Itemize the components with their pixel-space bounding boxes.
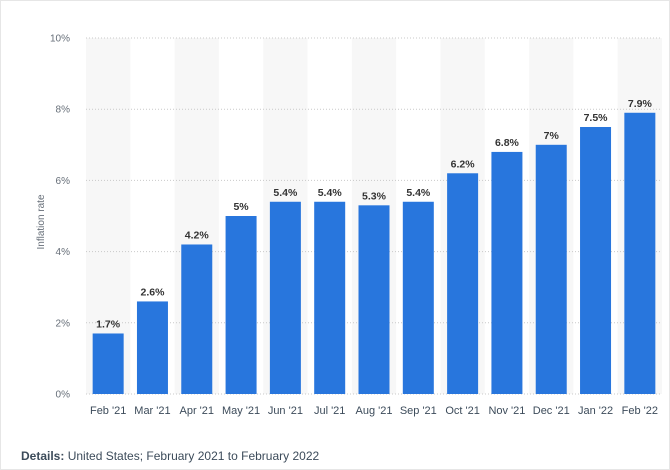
x-tick-label: Feb '22 bbox=[622, 405, 658, 417]
data-label: 5.4% bbox=[318, 187, 343, 199]
x-tick-label: Aug '21 bbox=[356, 405, 393, 417]
data-label: 5% bbox=[233, 201, 249, 213]
data-label: 7% bbox=[544, 130, 560, 142]
x-tick-label: Jun '21 bbox=[268, 405, 303, 417]
bar[interactable] bbox=[136, 301, 168, 394]
details-label: Details: bbox=[21, 449, 65, 463]
y-tick-label: 6% bbox=[56, 176, 71, 187]
data-label: 5.4% bbox=[406, 187, 431, 199]
data-label: 6.2% bbox=[451, 158, 476, 170]
bar[interactable] bbox=[181, 244, 213, 394]
bar[interactable] bbox=[269, 201, 301, 394]
bar[interactable] bbox=[402, 201, 434, 394]
details-footer: Details: United States; February 2021 to… bbox=[21, 449, 319, 463]
details-text: United States; February 2021 to February… bbox=[64, 449, 320, 463]
x-tick-label: Oct '21 bbox=[445, 405, 480, 417]
x-tick-label: Sep '21 bbox=[400, 405, 437, 417]
bar[interactable] bbox=[491, 151, 523, 394]
x-tick-label: Feb '21 bbox=[90, 405, 126, 417]
x-tick-label: Jul '21 bbox=[314, 405, 345, 417]
y-tick-label: 4% bbox=[56, 247, 71, 258]
x-tick-label: May '21 bbox=[222, 405, 260, 417]
x-tick-label: Mar '21 bbox=[134, 405, 170, 417]
inflation-bar-chart: 0% 2% 4% 6% 8% 10% 1.7% 2.6% 4.2% 5% 5.4% 5.4% 5.3%… bbox=[36, 34, 662, 417]
bar[interactable] bbox=[535, 144, 567, 394]
x-tick-label: Dec '21 bbox=[533, 405, 570, 417]
y-tick-label: 0% bbox=[56, 390, 71, 401]
data-label: 2.6% bbox=[140, 286, 165, 298]
y-axis-label: Inflation rate bbox=[36, 194, 47, 249]
data-label: 7.9% bbox=[628, 98, 653, 110]
bar[interactable] bbox=[580, 127, 612, 394]
bar[interactable] bbox=[447, 173, 479, 394]
bars bbox=[92, 112, 656, 394]
data-label: 7.5% bbox=[584, 112, 609, 124]
bar[interactable] bbox=[624, 112, 656, 394]
bar[interactable] bbox=[358, 205, 390, 394]
data-label: 4.2% bbox=[185, 229, 210, 241]
x-tick-label: Jan '22 bbox=[578, 405, 613, 417]
data-label: 1.7% bbox=[96, 318, 121, 330]
data-labels: 1.7% 2.6% 4.2% 5% 5.4% 5.4% 5.3% 5.4% 6.2% 6.8% 7%… bbox=[96, 98, 652, 331]
bar[interactable] bbox=[225, 216, 257, 394]
data-label: 6.8% bbox=[495, 137, 520, 149]
y-tick-label: 10% bbox=[50, 34, 70, 45]
data-label: 5.4% bbox=[273, 187, 298, 199]
y-tick-label: 2% bbox=[56, 318, 71, 329]
x-tick-label: Apr '21 bbox=[180, 405, 215, 417]
bar[interactable] bbox=[92, 333, 124, 394]
x-tick-label: Nov '21 bbox=[488, 405, 525, 417]
y-tick-label: 8% bbox=[56, 105, 71, 116]
y-axis-ticks: 0% 2% 4% 6% 8% 10% bbox=[50, 34, 70, 401]
x-axis-labels: Feb '21 Mar '21 Apr '21 May '21 Jun '21 Jul '… bbox=[90, 405, 658, 417]
data-label: 5.3% bbox=[362, 190, 387, 202]
bar[interactable] bbox=[314, 201, 346, 394]
